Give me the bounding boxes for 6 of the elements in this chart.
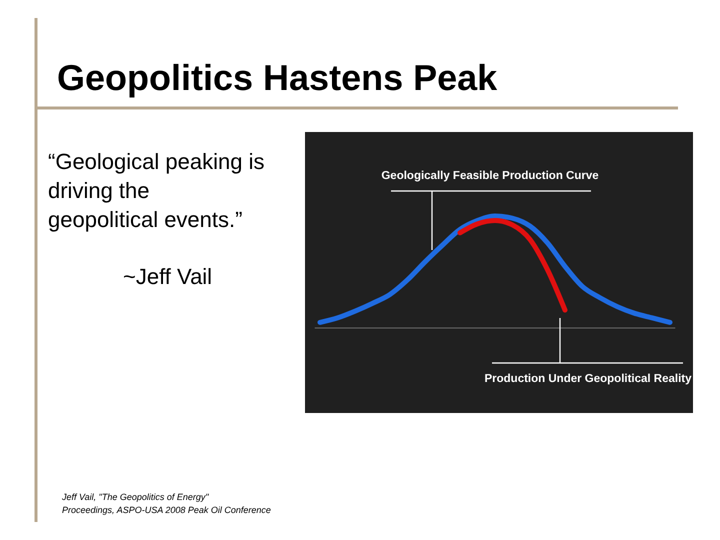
text: “Geological peaking is driving the geopolitical events.”: [48, 149, 264, 232]
text: Geologically Feasible Production Curve: [381, 170, 599, 182]
chart-title: Geopolitics Hastens Peak: [57, 57, 498, 98]
text: Production Under Geopolitical Reality: [484, 373, 692, 385]
text: Jeff Vail, "The Geopolitics of Energy" Proceedings, ASPO-USA 2008 Peak Oil Conference: [61, 492, 271, 515]
text: ~Jeff Vail: [123, 264, 212, 289]
